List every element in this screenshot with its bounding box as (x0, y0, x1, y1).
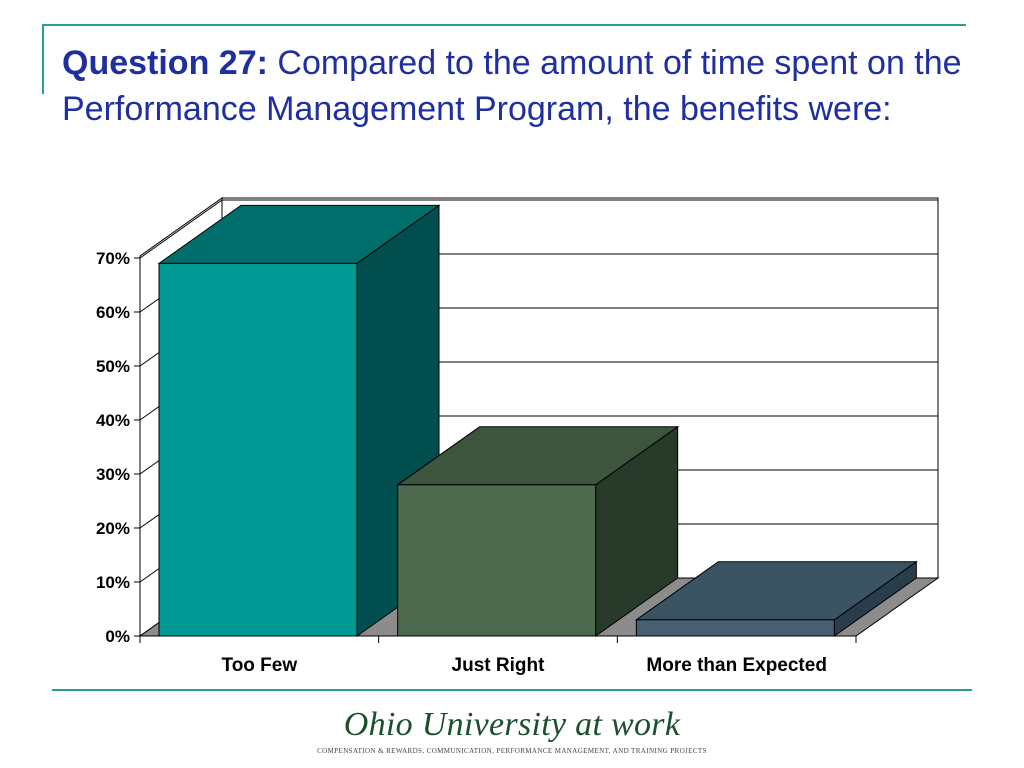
gridline (139, 199, 938, 259)
x-tick-label: Too Few (222, 655, 298, 676)
y-tick-label: 40% (96, 411, 130, 430)
y-tick-label: 20% (96, 519, 130, 538)
bar (158, 262, 358, 637)
slide-title: Question 27: Compared to the amount of t… (62, 40, 962, 132)
bar (397, 484, 597, 637)
footer-subtitle: Compensation & Rewards, Communication, P… (317, 747, 707, 755)
top-accent-rule (42, 24, 966, 26)
y-tick-label: 0% (105, 627, 130, 646)
bar (635, 619, 835, 637)
left-accent-rule (42, 24, 44, 94)
bottom-accent-rule (52, 689, 972, 691)
y-tick-label: 30% (96, 465, 130, 484)
title-question-number: Question 27: (62, 44, 268, 82)
x-tick-label: Just Right (452, 655, 546, 676)
x-tick-label: More than Expected (646, 655, 827, 676)
y-tick-label: 60% (96, 303, 130, 322)
y-tick-label: 70% (96, 249, 130, 268)
y-tick-label: 10% (96, 573, 130, 592)
university-logo: Ohio University at work (343, 706, 681, 743)
y-tick-label: 50% (96, 357, 130, 376)
title-question-text: Compared to the amount of time spent on … (62, 44, 962, 128)
